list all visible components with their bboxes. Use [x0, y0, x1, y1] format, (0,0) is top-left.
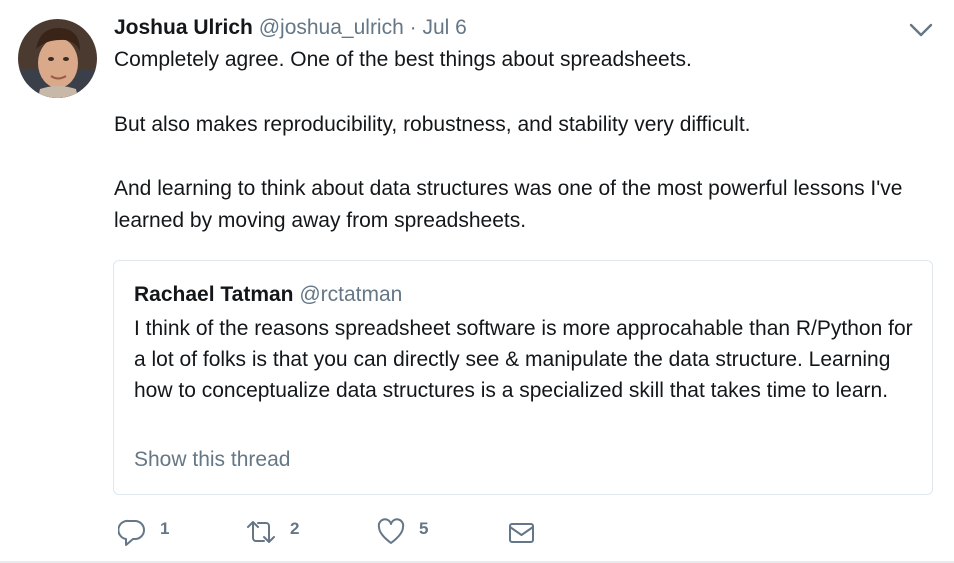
- like-button[interactable]: 5: [377, 516, 428, 548]
- author-name[interactable]: Joshua Ulrich: [114, 16, 253, 39]
- like-count: 5: [419, 519, 429, 538]
- retweet-icon: [246, 517, 276, 547]
- direct-message-button[interactable]: [508, 516, 536, 548]
- reply-count: 1: [160, 519, 170, 538]
- tweet-date[interactable]: Jul 6: [422, 16, 467, 39]
- tweet-header: Joshua Ulrich @joshua_ulrich · Jul 6: [114, 14, 467, 42]
- reply-button[interactable]: 1: [118, 516, 169, 548]
- quoted-tweet[interactable]: Rachael Tatman @rctatman I think of the …: [113, 260, 933, 495]
- quoted-author-handle: @rctatman: [299, 283, 403, 306]
- tweet-text: Completely agree. One of the best things…: [114, 44, 944, 236]
- tweet-paragraph: But also makes reproducibility, robustne…: [114, 112, 751, 136]
- tweet-paragraph: And learning to think about data structu…: [114, 177, 903, 232]
- divider: [0, 561, 954, 563]
- reply-icon: [118, 517, 146, 547]
- heart-icon: [377, 517, 405, 547]
- retweet-count: 2: [290, 519, 300, 538]
- quoted-tweet-text: I think of the reasons spreadsheet softw…: [134, 317, 913, 402]
- tweet-actions: 1 2 5: [0, 516, 954, 548]
- separator-dot: ·: [409, 16, 417, 39]
- chevron-down-icon[interactable]: [908, 20, 934, 40]
- envelope-icon: [508, 517, 536, 547]
- author-handle[interactable]: @joshua_ulrich: [258, 16, 404, 39]
- quoted-author-name: Rachael Tatman: [134, 283, 294, 306]
- avatar[interactable]: [18, 19, 97, 98]
- tweet-paragraph: Completely agree. One of the best things…: [114, 48, 692, 71]
- retweet-button[interactable]: 2: [246, 516, 299, 548]
- show-thread-link[interactable]: Show this thread: [134, 448, 291, 471]
- quoted-tweet-header: Rachael Tatman @rctatman: [134, 281, 402, 309]
